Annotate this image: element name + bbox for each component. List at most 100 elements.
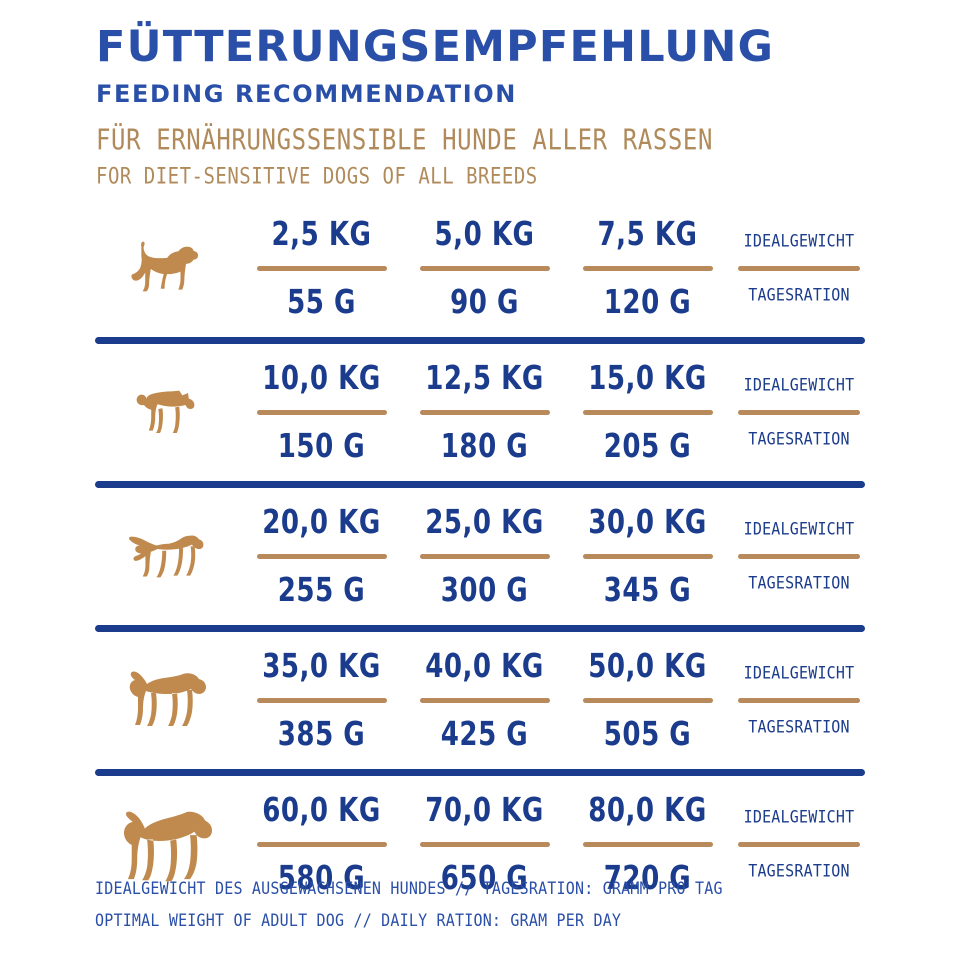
cell-divider: [419, 410, 550, 415]
row-label-cell: IDEALGEWICHT TAGESRATION: [729, 662, 869, 738]
great-dane-icon: [123, 811, 212, 881]
daily-ration-label: TAGESRATION: [748, 572, 850, 594]
weight-ration-cell: 80,0 KG 720 G: [566, 790, 729, 897]
table-row: 2,5 KG 55 G 5,0 KG 90 G 7,5 KG 120 G IDEALGEWI…: [0, 200, 960, 337]
ideal-weight-value: 10,0 KG: [262, 358, 381, 397]
cell-divider: [582, 698, 713, 703]
terrier-icon: [130, 241, 198, 291]
daily-ration-value: 255 G: [277, 570, 366, 609]
weight-ration-cell: 12,5 KG 180 G: [403, 358, 566, 465]
daily-ration-label: TAGESRATION: [748, 284, 850, 306]
label-divider: [738, 698, 860, 703]
label-divider: [738, 842, 860, 847]
header: FÜTTERUNGSEMPFEHLUNG FEEDING RECOMMENDAT…: [0, 0, 960, 190]
cell-divider: [419, 554, 550, 559]
ideal-weight-label: IDEALGEWICHT: [743, 806, 855, 828]
ideal-weight-label: IDEALGEWICHT: [743, 374, 855, 396]
ideal-weight-value: 5,0 KG: [434, 214, 535, 253]
cell-divider: [582, 842, 713, 847]
label-divider: [738, 554, 860, 559]
table-row: 20,0 KG 255 G 25,0 KG 300 G 30,0 KG 345 G IDEA…: [0, 488, 960, 625]
row-separator: [95, 481, 865, 488]
daily-ration-value: 345 G: [603, 570, 692, 609]
row-separator: [95, 337, 865, 344]
ideal-weight-value: 25,0 KG: [425, 502, 544, 541]
setter-icon: [128, 535, 203, 577]
weight-ration-cell: 35,0 KG 385 G: [240, 646, 403, 753]
cell-divider: [256, 554, 387, 559]
label-divider: [738, 266, 860, 271]
ideal-weight-value: 12,5 KG: [425, 358, 544, 397]
retriever-icon: [129, 671, 206, 726]
table-row: 10,0 KG 150 G 12,5 KG 180 G 15,0 KG 205 G IDEA…: [0, 344, 960, 481]
daily-ration-label: TAGESRATION: [748, 428, 850, 450]
ideal-weight-label: IDEALGEWICHT: [743, 230, 855, 252]
value-columns: 2,5 KG 55 G 5,0 KG 90 G 7,5 KG 120 G IDEALGEWI…: [240, 214, 869, 321]
value-columns: 20,0 KG 255 G 25,0 KG 300 G 30,0 KG 345 G IDEA…: [240, 502, 869, 609]
dog-silhouette-cell: [95, 646, 240, 756]
weight-ration-cell: 10,0 KG 150 G: [240, 358, 403, 462]
dog-silhouette-cell: [95, 790, 240, 900]
row-separator: [95, 769, 865, 776]
weight-ration-cell: 5,0 KG 90 G: [403, 214, 566, 321]
cell-divider: [582, 410, 713, 415]
table-row: 35,0 KG 385 G 40,0 KG 425 G 50,0 KG 505 G IDEA…: [0, 632, 960, 769]
footer-notes: IDEALGEWICHT DES AUSGEWACHSENEN HUNDES /…: [95, 877, 723, 931]
cell-divider: [419, 266, 550, 271]
row-label-cell: IDEALGEWICHT TAGESRATION: [729, 230, 869, 306]
ideal-weight-value: 7,5 KG: [597, 214, 698, 253]
weight-ration-cell: 50,0 KG 505 G: [566, 646, 729, 753]
daily-ration-value: 300 G: [440, 570, 529, 609]
page-title-de: FÜTTERUNGSEMPFEHLUNG: [96, 22, 775, 72]
ideal-weight-label: IDEALGEWICHT: [743, 518, 855, 540]
ideal-weight-value: 50,0 KG: [588, 646, 707, 685]
weight-ration-cell: 20,0 KG 255 G: [240, 502, 403, 609]
cell-divider: [256, 842, 387, 847]
ideal-weight-value: 20,0 KG: [262, 502, 381, 541]
cell-divider: [582, 266, 713, 271]
daily-ration-value: 720 G: [603, 858, 692, 897]
daily-ration-value: 55 G: [287, 282, 356, 321]
daily-ration-value: 90 G: [450, 282, 519, 321]
daily-ration-value: 580 G: [277, 858, 366, 897]
value-columns: 10,0 KG 150 G 12,5 KG 180 G 15,0 KG 205 G IDEA…: [240, 358, 869, 465]
weight-ration-cell: 25,0 KG 300 G: [403, 502, 566, 609]
page-subtitle-de: FÜR ERNÄHRUNGSSENSIBLE HUNDE ALLER RASSE…: [96, 123, 714, 157]
ideal-weight-value: 15,0 KG: [588, 358, 707, 397]
cell-divider: [256, 410, 387, 415]
ideal-weight-value: 40,0 KG: [425, 646, 544, 685]
weight-ration-cell: 60,0 KG 580 G: [240, 794, 403, 897]
ideal-weight-value: 2,5 KG: [271, 214, 372, 253]
cell-divider: [419, 698, 550, 703]
page-subtitle-en: FOR DIET-SENSITIVE DOGS OF ALL BREEDS: [96, 163, 538, 190]
daily-ration-value: 180 G: [440, 426, 529, 465]
footer-note-en: OPTIMAL WEIGHT OF ADULT DOG // DAILY RAT…: [95, 909, 622, 931]
daily-ration-value: 385 G: [277, 714, 366, 753]
daily-ration-label: TAGESRATION: [748, 716, 850, 738]
daily-ration-value: 205 G: [603, 426, 692, 465]
footer-note-de: IDEALGEWICHT DES AUSGEWACHSENEN HUNDES /…: [95, 877, 723, 899]
ideal-weight-value: 80,0 KG: [588, 790, 707, 829]
weight-ration-cell: 40,0 KG 425 G: [403, 646, 566, 753]
daily-ration-label: TAGESRATION: [748, 860, 850, 882]
weight-ration-cell: 7,5 KG 120 G: [566, 214, 729, 318]
dog-silhouette-cell: [95, 502, 240, 612]
ideal-weight-label: IDEALGEWICHT: [743, 662, 855, 684]
weight-ration-cell: 30,0 KG 345 G: [566, 502, 729, 609]
row-separator: [95, 625, 865, 632]
table-row: 60,0 KG 580 G 70,0 KG 650 G 80,0 KG 720 G IDEA…: [0, 776, 960, 913]
daily-ration-value: 505 G: [603, 714, 692, 753]
ideal-weight-value: 35,0 KG: [262, 646, 381, 685]
daily-ration-value: 425 G: [440, 714, 529, 753]
daily-ration-value: 650 G: [440, 858, 529, 897]
spitz-icon: [136, 390, 194, 433]
cell-divider: [256, 698, 387, 703]
ideal-weight-value: 30,0 KG: [588, 502, 707, 541]
weight-ration-cell: 70,0 KG 650 G: [403, 790, 566, 897]
ideal-weight-value: 70,0 KG: [425, 790, 544, 829]
weight-ration-cell: 15,0 KG 205 G: [566, 358, 729, 465]
cell-divider: [582, 554, 713, 559]
weight-ration-cell: 2,5 KG 55 G: [240, 214, 403, 321]
row-label-cell: IDEALGEWICHT TAGESRATION: [729, 518, 869, 594]
